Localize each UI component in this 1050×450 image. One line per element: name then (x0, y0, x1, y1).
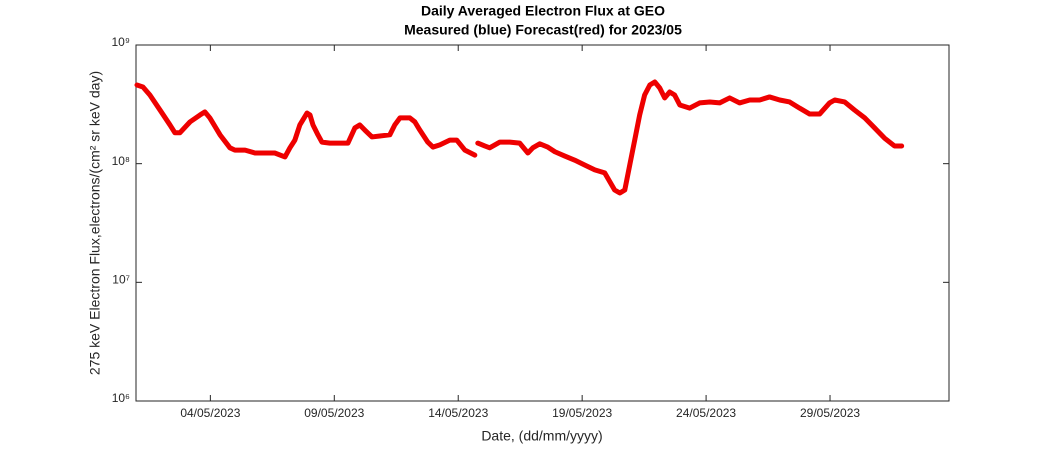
x-tick-label: 04/05/2023 (180, 406, 240, 420)
x-tick-label: 24/05/2023 (676, 406, 736, 420)
chart-title: Daily Averaged Electron Flux at GEO (421, 3, 665, 19)
x-tick-label: 29/05/2023 (800, 406, 860, 420)
y-tick-label: 10⁹ (112, 35, 131, 49)
y-tick-label: 10⁶ (112, 391, 130, 405)
chart-subtitle: Measured (blue) Forecast(red) for 2023/0… (404, 22, 682, 38)
x-axis-label: Date, (dd/mm/yyyy) (481, 428, 602, 444)
y-tick-label: 10⁸ (112, 154, 130, 168)
y-axis-label: 275 keV Electron Flux,electrons/(cm² sr … (87, 71, 103, 375)
x-tick-label: 09/05/2023 (304, 406, 364, 420)
x-tick-label: 14/05/2023 (428, 406, 488, 420)
data-line (134, 79, 905, 196)
x-tick-label: 19/05/2023 (552, 406, 612, 420)
plot-frame (135, 44, 950, 402)
y-tick-label: 10⁷ (112, 273, 130, 287)
